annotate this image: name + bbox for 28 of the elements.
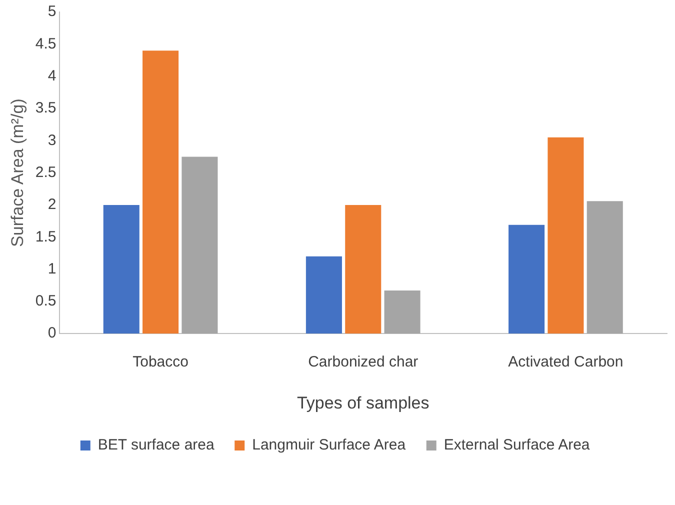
y-tick-label: 5: [48, 3, 56, 20]
x-tick-label: Carbonized char: [308, 354, 418, 371]
y-axis-title: Surface Area (m²/g): [8, 98, 27, 247]
x-axis-title: Types of samples: [296, 393, 430, 412]
legend-label: Langmuir Surface Area: [252, 436, 406, 454]
bar: [345, 204, 382, 334]
bar: [384, 290, 420, 334]
y-tick-label: 1: [48, 260, 56, 278]
y-tick-label: 4: [48, 67, 56, 84]
x-tick-label: Activated Carbon: [508, 354, 624, 371]
y-tick-label: 3: [48, 132, 56, 149]
y-tick-label: 2.5: [35, 164, 56, 181]
y-tick-label: 0: [48, 324, 56, 342]
y-tick-label: 1.5: [35, 228, 56, 246]
y-tick-label: 4.5: [35, 35, 56, 52]
legend-label: BET surface area: [98, 436, 215, 454]
legend-label: External Surface Area: [444, 436, 590, 454]
bar: [103, 204, 140, 334]
bar: [508, 224, 545, 334]
bar: [548, 137, 584, 334]
y-tick-label: 0.5: [35, 292, 56, 310]
bar: [182, 156, 218, 334]
x-tick-label: Tobacco: [132, 354, 188, 371]
bar: [586, 201, 623, 334]
y-tick-label: 2: [48, 196, 56, 214]
y-tick-label: 3.5: [35, 100, 56, 117]
bar: [142, 50, 179, 334]
bar: [306, 256, 342, 334]
